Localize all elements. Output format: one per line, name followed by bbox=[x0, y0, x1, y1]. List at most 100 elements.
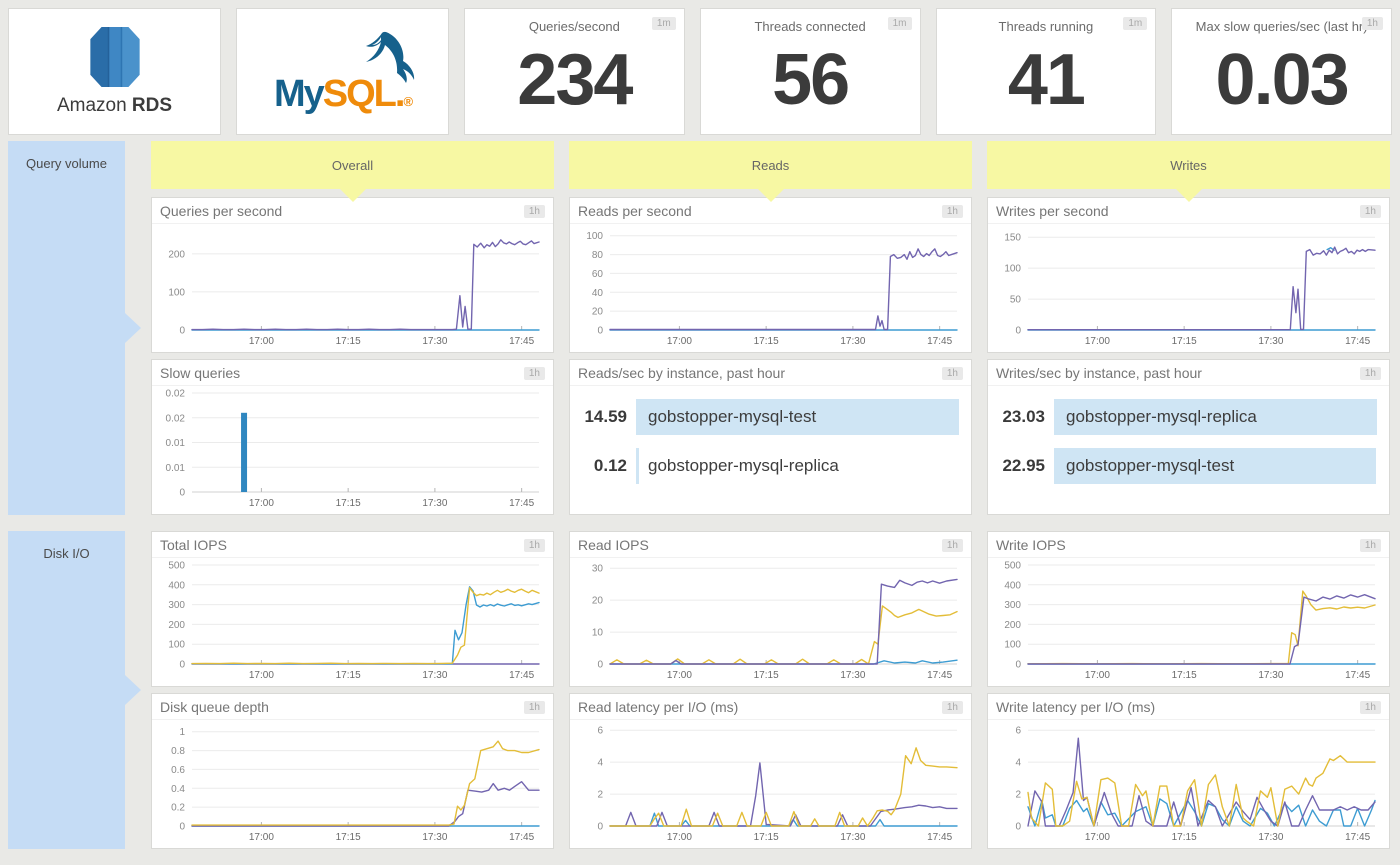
toplist-value: 0.12 bbox=[593, 456, 627, 475]
tab-writes[interactable]: Writes bbox=[987, 141, 1390, 202]
line-chart[interactable]: 0 2 4 6 17:00 17:15 17:30 17:45 bbox=[988, 720, 1389, 848]
svg-text:80: 80 bbox=[592, 250, 604, 261]
svg-text:17:45: 17:45 bbox=[927, 670, 952, 681]
timeframe-badge: 1h bbox=[523, 700, 545, 714]
svg-text:17:45: 17:45 bbox=[927, 336, 952, 347]
chart-title: Disk queue depth bbox=[160, 699, 269, 715]
chart-title: Read latency per I/O (ms) bbox=[578, 699, 739, 715]
svg-text:17:15: 17:15 bbox=[336, 832, 361, 843]
toplist: 14.59 gobstopper-mysql-test 0.12 gobstopper… bbox=[570, 386, 971, 514]
svg-text:0: 0 bbox=[1015, 326, 1021, 337]
svg-text:0.02: 0.02 bbox=[166, 389, 186, 400]
svg-text:17:00: 17:00 bbox=[667, 670, 692, 681]
toplist-value: 14.59 bbox=[584, 407, 627, 426]
chart-svg: 0 10 20 30 17:00 17:15 17:30 17:45 bbox=[592, 564, 958, 681]
chart-svg: 0 0.2 0.4 0.6 0.8 1 17:00 17:15 17:30 17:45 bbox=[171, 727, 540, 843]
svg-text:0: 0 bbox=[179, 822, 185, 833]
bar-chart[interactable]: 0 0.01 0.01 0.02 0.02 17:00 17:15 17:30 17:45 bbox=[152, 386, 553, 514]
toplist-bar bbox=[636, 399, 959, 435]
svg-text:2: 2 bbox=[1015, 790, 1021, 801]
svg-text:17:00: 17:00 bbox=[249, 670, 274, 681]
tile-value: 234 bbox=[517, 40, 633, 120]
chart-card-write-iops: Write IOPS 1h 0 100 200 300 400 500 17:00 17:15… bbox=[987, 531, 1390, 687]
svg-text:6: 6 bbox=[597, 726, 603, 737]
mysql-wordmark: MySQL.® bbox=[273, 72, 413, 115]
svg-text:17:30: 17:30 bbox=[1258, 832, 1283, 843]
svg-text:17:30: 17:30 bbox=[422, 832, 447, 843]
chart-svg: 0 20 40 60 80 100 17:00 17:15 17:30 17:45 bbox=[586, 231, 958, 347]
chart-card-reads-per-second: Reads per second 1h 0 20 40 60 80 100 17:00 17:… bbox=[569, 197, 972, 353]
chart-card-queries-per-second: Queries per second 1h 0 100 200 17:00 17:15 1… bbox=[151, 197, 554, 353]
chart-title: Writes/sec by instance, past hour bbox=[996, 365, 1202, 381]
tile-title: Max slow queries/sec (last hr) bbox=[1195, 19, 1368, 34]
svg-text:17:00: 17:00 bbox=[249, 498, 274, 509]
svg-text:200: 200 bbox=[168, 620, 185, 631]
timeframe-badge: 1h bbox=[523, 204, 545, 218]
toplist-value: 22.95 bbox=[1002, 456, 1045, 475]
tab-overall[interactable]: Overall bbox=[151, 141, 554, 202]
instance-name: gobstopper-mysql-test bbox=[648, 407, 817, 426]
svg-text:100: 100 bbox=[586, 231, 603, 242]
section-label-text: Query volume bbox=[26, 156, 107, 171]
svg-text:17:45: 17:45 bbox=[509, 498, 534, 509]
toplist-row[interactable]: 0.12 gobstopper-mysql-replica bbox=[570, 448, 959, 484]
toplist-row[interactable]: 22.95 gobstopper-mysql-test bbox=[988, 448, 1377, 484]
toplist-bar-track: gobstopper-mysql-replica bbox=[636, 448, 959, 484]
svg-text:17:30: 17:30 bbox=[840, 670, 865, 681]
tile-value: 41 bbox=[1007, 40, 1086, 120]
chart-title: Reads per second bbox=[578, 203, 692, 219]
line-chart[interactable]: 0 100 200 17:00 17:15 17:30 17:45 bbox=[152, 224, 553, 352]
svg-text:4: 4 bbox=[597, 758, 603, 769]
svg-text:40: 40 bbox=[592, 288, 604, 299]
svg-text:200: 200 bbox=[1004, 620, 1021, 631]
svg-text:17:00: 17:00 bbox=[1085, 832, 1110, 843]
timeframe-badge: 1h bbox=[1359, 700, 1381, 714]
tile-threads-running: Threads running 1m 41 bbox=[935, 8, 1157, 135]
timeframe-badge: 1h bbox=[941, 700, 963, 714]
line-chart[interactable]: 0 10 20 30 17:00 17:15 17:30 17:45 bbox=[570, 558, 971, 686]
toplist-row[interactable]: 23.03 gobstopper-mysql-replica bbox=[988, 399, 1377, 435]
chart-card-reads-by-instance: Reads/sec by instance, past hour 1h 14.5… bbox=[569, 359, 972, 515]
svg-text:17:15: 17:15 bbox=[754, 670, 779, 681]
toplist-value: 23.03 bbox=[1002, 407, 1045, 426]
header-row: Amazon RDS MySQL.® Queries/second 1m 234… bbox=[8, 8, 1392, 135]
line-chart[interactable]: 0 2 4 6 17:00 17:15 17:30 17:45 bbox=[570, 720, 971, 848]
svg-text:500: 500 bbox=[1004, 561, 1021, 572]
svg-text:100: 100 bbox=[1004, 640, 1021, 651]
svg-text:30: 30 bbox=[592, 564, 604, 575]
svg-text:100: 100 bbox=[1004, 264, 1021, 275]
timeframe-badge: 1m bbox=[1123, 17, 1148, 30]
svg-text:17:30: 17:30 bbox=[1258, 336, 1283, 347]
tile-title: Queries/second bbox=[528, 19, 620, 34]
svg-text:400: 400 bbox=[1004, 580, 1021, 591]
toplist-bar bbox=[1054, 448, 1377, 484]
svg-text:0: 0 bbox=[597, 660, 603, 671]
line-chart[interactable]: 0 0.2 0.4 0.6 0.8 1 17:00 17:15 17:30 17:45 bbox=[152, 720, 553, 848]
tile-title: Threads running bbox=[998, 19, 1094, 34]
line-chart[interactable]: 0 100 200 300 400 500 17:00 17:15 17:30 17:45 bbox=[988, 558, 1389, 686]
svg-text:1: 1 bbox=[179, 727, 185, 738]
svg-text:2: 2 bbox=[597, 790, 603, 801]
section-label-disk-io: Disk I/O bbox=[8, 531, 141, 849]
svg-text:0.6: 0.6 bbox=[171, 765, 185, 776]
line-chart[interactable]: 0 100 200 300 400 500 17:00 17:15 17:30 17:45 bbox=[152, 558, 553, 686]
toplist-bar-track: gobstopper-mysql-test bbox=[636, 399, 959, 435]
svg-text:17:45: 17:45 bbox=[927, 832, 952, 843]
toplist-bar-track: gobstopper-mysql-replica bbox=[1054, 399, 1377, 435]
line-chart[interactable]: 0 50 100 150 17:00 17:15 17:30 17:45 bbox=[988, 224, 1389, 352]
tab-label: Overall bbox=[331, 157, 374, 173]
tab-reads[interactable]: Reads bbox=[569, 141, 972, 202]
svg-text:300: 300 bbox=[1004, 600, 1021, 611]
chart-title: Queries per second bbox=[160, 203, 283, 219]
chart-title: Reads/sec by instance, past hour bbox=[578, 365, 786, 381]
timeframe-badge: 1h bbox=[523, 538, 545, 552]
svg-text:4: 4 bbox=[1015, 758, 1021, 769]
tile-value: 0.03 bbox=[1215, 40, 1350, 120]
line-chart[interactable]: 0 20 40 60 80 100 17:00 17:15 17:30 17:45 bbox=[570, 224, 971, 352]
chart-title: Write latency per I/O (ms) bbox=[996, 699, 1156, 715]
svg-text:17:00: 17:00 bbox=[249, 336, 274, 347]
svg-text:17:15: 17:15 bbox=[336, 670, 361, 681]
toplist-row[interactable]: 14.59 gobstopper-mysql-test bbox=[570, 399, 959, 435]
svg-text:17:45: 17:45 bbox=[509, 336, 534, 347]
toplist-bar-track: gobstopper-mysql-test bbox=[1054, 448, 1377, 484]
